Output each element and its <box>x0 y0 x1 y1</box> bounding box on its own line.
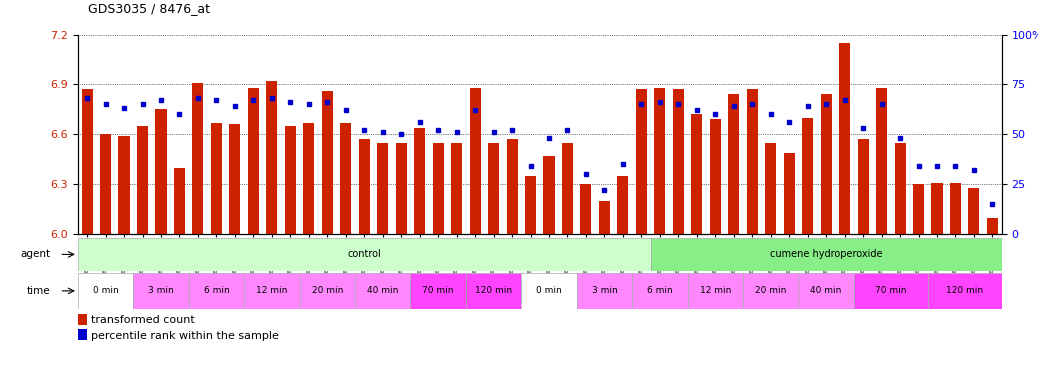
Text: 20 min: 20 min <box>755 286 787 295</box>
Text: 3 min: 3 min <box>148 286 174 295</box>
Bar <box>82 89 92 234</box>
Bar <box>229 124 241 234</box>
Bar <box>743 273 798 309</box>
Bar <box>78 238 651 271</box>
Bar <box>525 176 536 234</box>
Bar <box>466 273 521 309</box>
Bar <box>267 81 277 234</box>
Text: 120 min: 120 min <box>475 286 512 295</box>
Text: 6 min: 6 min <box>647 286 673 295</box>
Bar <box>300 273 355 309</box>
Text: control: control <box>348 249 381 260</box>
Bar <box>618 176 628 234</box>
Bar <box>192 83 203 234</box>
Bar <box>395 143 407 234</box>
Bar <box>839 43 850 234</box>
Bar <box>562 143 573 234</box>
Text: 40 min: 40 min <box>367 286 399 295</box>
Text: 120 min: 120 min <box>947 286 983 295</box>
Bar <box>802 118 813 234</box>
Bar <box>687 273 743 309</box>
Bar <box>133 273 189 309</box>
Bar <box>632 273 687 309</box>
Text: 20 min: 20 min <box>311 286 343 295</box>
Bar <box>857 139 869 234</box>
Bar <box>876 88 887 234</box>
Bar <box>854 273 928 309</box>
Text: 12 min: 12 min <box>700 286 731 295</box>
Bar <box>928 273 1002 309</box>
Bar <box>359 139 370 234</box>
Bar <box>765 143 776 234</box>
Bar <box>599 201 610 234</box>
Text: 6 min: 6 min <box>203 286 229 295</box>
Bar <box>488 143 499 234</box>
Bar <box>189 273 244 309</box>
Bar <box>248 88 258 234</box>
Bar <box>950 183 961 234</box>
Text: 0 min: 0 min <box>536 286 562 295</box>
Text: cumene hydroperoxide: cumene hydroperoxide <box>770 249 882 260</box>
Bar <box>469 88 481 234</box>
Bar <box>521 273 577 309</box>
Bar <box>303 123 315 234</box>
Bar <box>691 114 703 234</box>
Text: GDS3035 / 8476_at: GDS3035 / 8476_at <box>88 2 211 15</box>
Bar <box>913 184 924 234</box>
Bar <box>577 273 632 309</box>
Text: 70 min: 70 min <box>422 286 454 295</box>
Bar <box>100 134 111 234</box>
Bar <box>340 123 351 234</box>
Bar <box>174 168 185 234</box>
Bar <box>78 273 133 309</box>
Text: transformed count: transformed count <box>90 315 194 325</box>
Bar <box>322 91 333 234</box>
Bar <box>544 156 554 234</box>
Text: 70 min: 70 min <box>875 286 906 295</box>
Bar <box>78 329 87 340</box>
Bar <box>636 89 647 234</box>
Text: agent: agent <box>20 249 50 260</box>
Bar <box>710 119 720 234</box>
Bar <box>507 139 518 234</box>
Bar <box>355 273 410 309</box>
Bar <box>156 109 166 234</box>
Bar <box>284 126 296 234</box>
Bar <box>414 128 426 234</box>
Bar <box>746 89 758 234</box>
Bar <box>895 143 905 234</box>
Text: 40 min: 40 min <box>811 286 842 295</box>
Bar <box>987 218 998 234</box>
Bar <box>654 88 665 234</box>
Text: 3 min: 3 min <box>592 286 618 295</box>
Bar <box>673 89 684 234</box>
Bar <box>729 94 739 234</box>
Text: percentile rank within the sample: percentile rank within the sample <box>90 331 278 341</box>
Text: 12 min: 12 min <box>256 286 288 295</box>
Bar <box>211 123 222 234</box>
Bar <box>798 273 854 309</box>
Bar <box>580 184 592 234</box>
Bar <box>433 143 443 234</box>
Bar <box>377 143 388 234</box>
Bar <box>968 188 980 234</box>
Bar <box>651 238 1002 271</box>
Text: 0 min: 0 min <box>92 286 118 295</box>
Bar <box>244 273 300 309</box>
Bar <box>931 183 943 234</box>
Bar <box>821 94 831 234</box>
Bar <box>784 153 795 234</box>
Text: time: time <box>27 286 50 296</box>
Bar <box>137 126 148 234</box>
Bar <box>78 314 87 325</box>
Bar <box>118 136 130 234</box>
Bar <box>452 143 462 234</box>
Bar <box>410 273 466 309</box>
